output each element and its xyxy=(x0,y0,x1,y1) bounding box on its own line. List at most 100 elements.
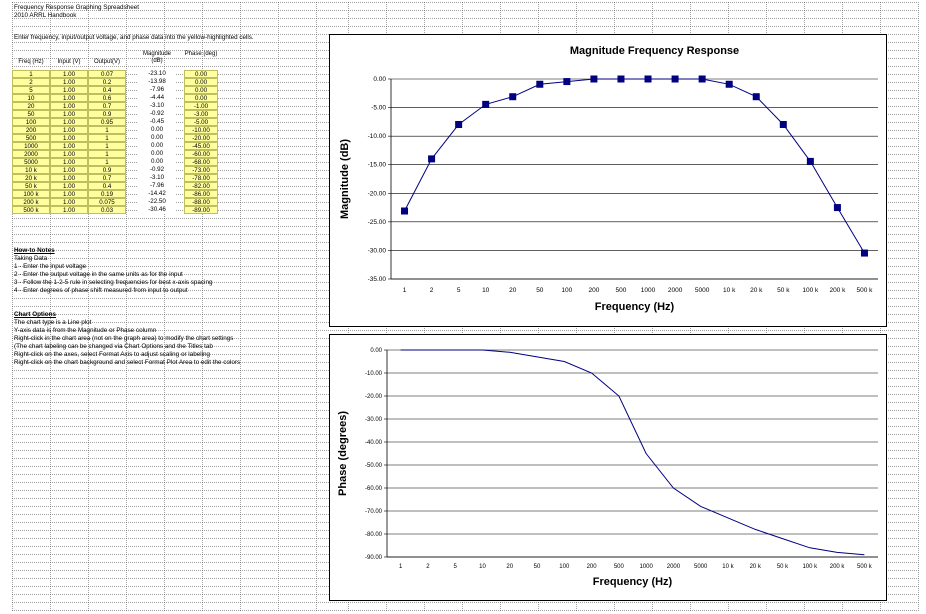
table-cell: -0.45 xyxy=(138,118,176,126)
table-header: Output(V) xyxy=(93,59,120,65)
table-cell[interactable]: 1.00 xyxy=(50,110,88,118)
table-cell[interactable]: -82.00 xyxy=(184,182,218,190)
table-cell: -3.10 xyxy=(138,102,176,110)
table-cell[interactable]: 1.00 xyxy=(50,118,88,126)
x-tick-label: 10 xyxy=(482,287,490,294)
table-cell[interactable]: 1.00 xyxy=(50,126,88,134)
table-cell[interactable]: 1 xyxy=(12,70,50,78)
table-cell[interactable]: 100 k xyxy=(12,190,50,198)
table-cell[interactable]: 0.7 xyxy=(88,174,126,182)
table-cell[interactable]: 1.00 xyxy=(50,78,88,86)
table-cell[interactable]: 1 xyxy=(88,150,126,158)
table-cell[interactable]: 1.00 xyxy=(50,198,88,206)
data-point xyxy=(671,75,679,83)
table-cell[interactable]: -60.00 xyxy=(184,150,218,158)
table-cell[interactable]: 1.00 xyxy=(50,134,88,142)
table-cell[interactable]: 1.00 xyxy=(50,102,88,110)
table-cell[interactable]: 20 xyxy=(12,102,50,110)
table-cell[interactable]: 1 xyxy=(88,134,126,142)
x-tick-label: 500 xyxy=(616,287,627,294)
magnitude-chart[interactable]: Magnitude Frequency Response 0.00 -5.00 -10… xyxy=(329,34,887,327)
table-cell[interactable]: 10 k xyxy=(12,166,50,174)
table-cell[interactable]: 0.7 xyxy=(88,102,126,110)
table-cell[interactable]: 1 xyxy=(88,158,126,166)
table-cell[interactable]: 50 xyxy=(12,110,50,118)
chart-option-line: The chart type is a Line plot xyxy=(14,319,92,326)
table-cell[interactable]: -3.00 xyxy=(184,110,218,118)
table-cell[interactable]: 1.00 xyxy=(50,174,88,182)
table-cell[interactable]: 1 xyxy=(88,142,126,150)
table-cell[interactable]: 0.00 xyxy=(184,70,218,78)
x-tick-label: 100 xyxy=(561,287,572,294)
table-cell[interactable]: -89.00 xyxy=(184,206,218,214)
table-cell[interactable]: 50 k xyxy=(12,182,50,190)
table-cell[interactable]: 0.9 xyxy=(88,110,126,118)
table-cell[interactable]: 500 k xyxy=(12,206,50,214)
howto-step: 2 - Enter the output voltage in the same… xyxy=(14,271,183,278)
table-cell[interactable]: 0.00 xyxy=(184,86,218,94)
table-cell[interactable]: -88.00 xyxy=(184,198,218,206)
table-cell[interactable]: 0.03 xyxy=(88,206,126,214)
x-tick-label: 500 xyxy=(614,564,625,570)
table-cell[interactable]: 1000 xyxy=(12,142,50,150)
table-cell[interactable]: 2 xyxy=(12,78,50,86)
table-cell[interactable]: -78.00 xyxy=(184,174,218,182)
table-cell[interactable]: 0.00 xyxy=(184,78,218,86)
table-cell: 0.00 xyxy=(138,158,176,166)
table-cell[interactable]: -10.00 xyxy=(184,126,218,134)
x-tick-label: 50 xyxy=(534,564,541,570)
table-header: Freq (Hz) xyxy=(18,59,44,65)
table-cell[interactable]: 0.9 xyxy=(88,166,126,174)
table-cell[interactable]: 0.4 xyxy=(88,182,126,190)
table-cell[interactable]: 5000 xyxy=(12,158,50,166)
table-cell[interactable]: 0.4 xyxy=(88,86,126,94)
sheet-subtitle: 2010 ARRL Handbook xyxy=(14,12,77,19)
table-cell[interactable]: 0.075 xyxy=(88,198,126,206)
phase-chart[interactable]: 0.00 -10.00 -20.00 -30.00 -40.00 -50.00 -60.00… xyxy=(329,334,887,601)
table-cell[interactable]: -86.00 xyxy=(184,190,218,198)
table-cell[interactable]: 1.00 xyxy=(50,94,88,102)
table-cell[interactable]: 0.2 xyxy=(88,78,126,86)
table-cell[interactable]: 1.00 xyxy=(50,182,88,190)
table-cell[interactable]: 1.00 xyxy=(50,190,88,198)
table-cell[interactable]: 1 xyxy=(88,126,126,134)
howto-heading: How-to Notes xyxy=(14,247,55,254)
data-point xyxy=(752,93,760,101)
table-cell[interactable]: 1.00 xyxy=(50,158,88,166)
table-cell[interactable]: 1.00 xyxy=(50,206,88,214)
table-cell[interactable]: 2000 xyxy=(12,150,50,158)
table-cell[interactable]: -1.00 xyxy=(184,102,218,110)
table-cell[interactable]: 20 k xyxy=(12,174,50,182)
table-cell[interactable]: 1.00 xyxy=(50,86,88,94)
x-tick-label: 20 xyxy=(509,287,517,294)
table-cell[interactable]: 200 xyxy=(12,126,50,134)
table-cell[interactable]: -45.00 xyxy=(184,142,218,150)
table-cell[interactable]: 5 xyxy=(12,86,50,94)
y-tick-label: -15.00 xyxy=(368,162,387,169)
table-cell[interactable]: 1.00 xyxy=(50,70,88,78)
table-cell[interactable]: 0.19 xyxy=(88,190,126,198)
table-cell[interactable]: -68.00 xyxy=(184,158,218,166)
table-cell[interactable]: 1.00 xyxy=(50,150,88,158)
table-cell[interactable]: 0.00 xyxy=(184,94,218,102)
x-tick-label: 2000 xyxy=(668,287,683,294)
chart-options-heading: Chart Options xyxy=(14,311,56,318)
table-cell[interactable]: 10 xyxy=(12,94,50,102)
x-tick-label: 5 xyxy=(454,564,458,570)
table-cell[interactable]: 0.95 xyxy=(88,118,126,126)
y-tick-label: -25.00 xyxy=(368,219,387,226)
table-header: Magnitude (dB) xyxy=(142,51,172,64)
y-tick-label: -60.00 xyxy=(365,486,383,492)
table-cell[interactable]: 0.6 xyxy=(88,94,126,102)
table-cell[interactable]: 100 xyxy=(12,118,50,126)
x-tick-label: 5000 xyxy=(694,564,708,570)
table-cell[interactable]: 1.00 xyxy=(50,142,88,150)
table-cell[interactable]: 1.00 xyxy=(50,166,88,174)
chart-option-line: Right-click on the axes, select Format A… xyxy=(14,351,210,358)
table-cell[interactable]: 500 xyxy=(12,134,50,142)
table-cell[interactable]: -20.00 xyxy=(184,134,218,142)
table-cell[interactable]: 200 k xyxy=(12,198,50,206)
table-cell[interactable]: -73.00 xyxy=(184,166,218,174)
table-cell[interactable]: -5.00 xyxy=(184,118,218,126)
table-cell[interactable]: 0.07 xyxy=(88,70,126,78)
